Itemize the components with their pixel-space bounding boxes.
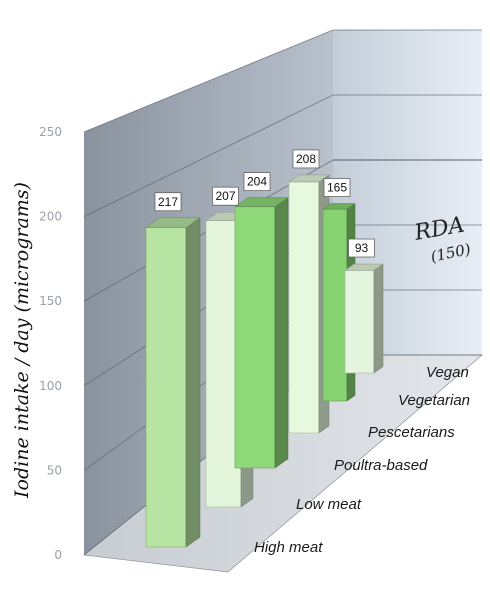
category-label-1: Low meat xyxy=(296,496,362,513)
bar-front-2 xyxy=(234,206,276,469)
gridline-back-200 xyxy=(83,94,334,218)
data-label-box-2 xyxy=(243,172,271,191)
category-label-0: High meat xyxy=(254,539,323,556)
bar-front-4 xyxy=(322,208,348,402)
bar-0 xyxy=(145,217,201,548)
bar-front-0 xyxy=(145,227,187,548)
bar-5 xyxy=(344,263,384,374)
bar-side-2 xyxy=(274,197,289,469)
data-label-text-4: 165 xyxy=(327,181,347,195)
data-label-5: 93 xyxy=(348,238,375,258)
y-tick-250: 250 xyxy=(39,125,62,139)
data-label-box-5 xyxy=(348,238,375,258)
category-label-2: Poultra-based xyxy=(334,457,428,474)
data-label-box-4 xyxy=(323,178,351,197)
data-label-2: 204 xyxy=(243,172,271,191)
data-labels: 217 207 204 208 165 93 xyxy=(154,149,375,258)
bar-top-5 xyxy=(344,263,384,271)
y-tick-200: 200 xyxy=(39,210,62,224)
y-axis-ticks: 0 50 100 150 200 250 xyxy=(39,125,62,562)
data-label-box-1 xyxy=(212,186,239,206)
y-tick-150: 150 xyxy=(39,294,62,308)
y-tick-100: 100 xyxy=(39,379,62,393)
bar-top-4 xyxy=(322,203,356,210)
data-label-text-0: 217 xyxy=(158,195,178,209)
bar-front-3 xyxy=(288,181,320,434)
data-label-text-5: 93 xyxy=(355,241,369,255)
bar-2 xyxy=(234,197,289,469)
bars xyxy=(145,174,384,548)
category-label-3: Pescetarians xyxy=(368,424,455,441)
bar-top-3 xyxy=(288,174,330,183)
bar-side-0 xyxy=(185,217,201,548)
y-tick-0: 0 xyxy=(54,548,62,562)
bar-side-5 xyxy=(373,263,384,374)
bar-top-2 xyxy=(234,197,289,207)
y-tick-50: 50 xyxy=(47,463,62,477)
data-label-box-0 xyxy=(154,192,182,212)
data-label-box-3 xyxy=(292,149,320,169)
bar-top-0 xyxy=(145,217,201,228)
data-label-4: 165 xyxy=(323,178,351,197)
data-label-1: 207 xyxy=(212,186,239,206)
gridline-back-250 xyxy=(83,29,334,133)
data-label-text-2: 204 xyxy=(247,175,267,189)
category-label-4: Vegetarian xyxy=(398,392,470,409)
data-label-3: 208 xyxy=(292,149,320,169)
data-label-text-3: 208 xyxy=(296,152,316,166)
data-label-text-1: 207 xyxy=(215,189,235,203)
data-label-0: 217 xyxy=(154,192,182,212)
category-label-5: Vegan xyxy=(426,364,469,381)
y-axis-label: Iodine intake / day (micrograms) xyxy=(11,182,33,499)
category-labels: High meat Low meat Poultra-based Pescetaria… xyxy=(254,364,470,556)
bar-front-5 xyxy=(344,270,375,374)
